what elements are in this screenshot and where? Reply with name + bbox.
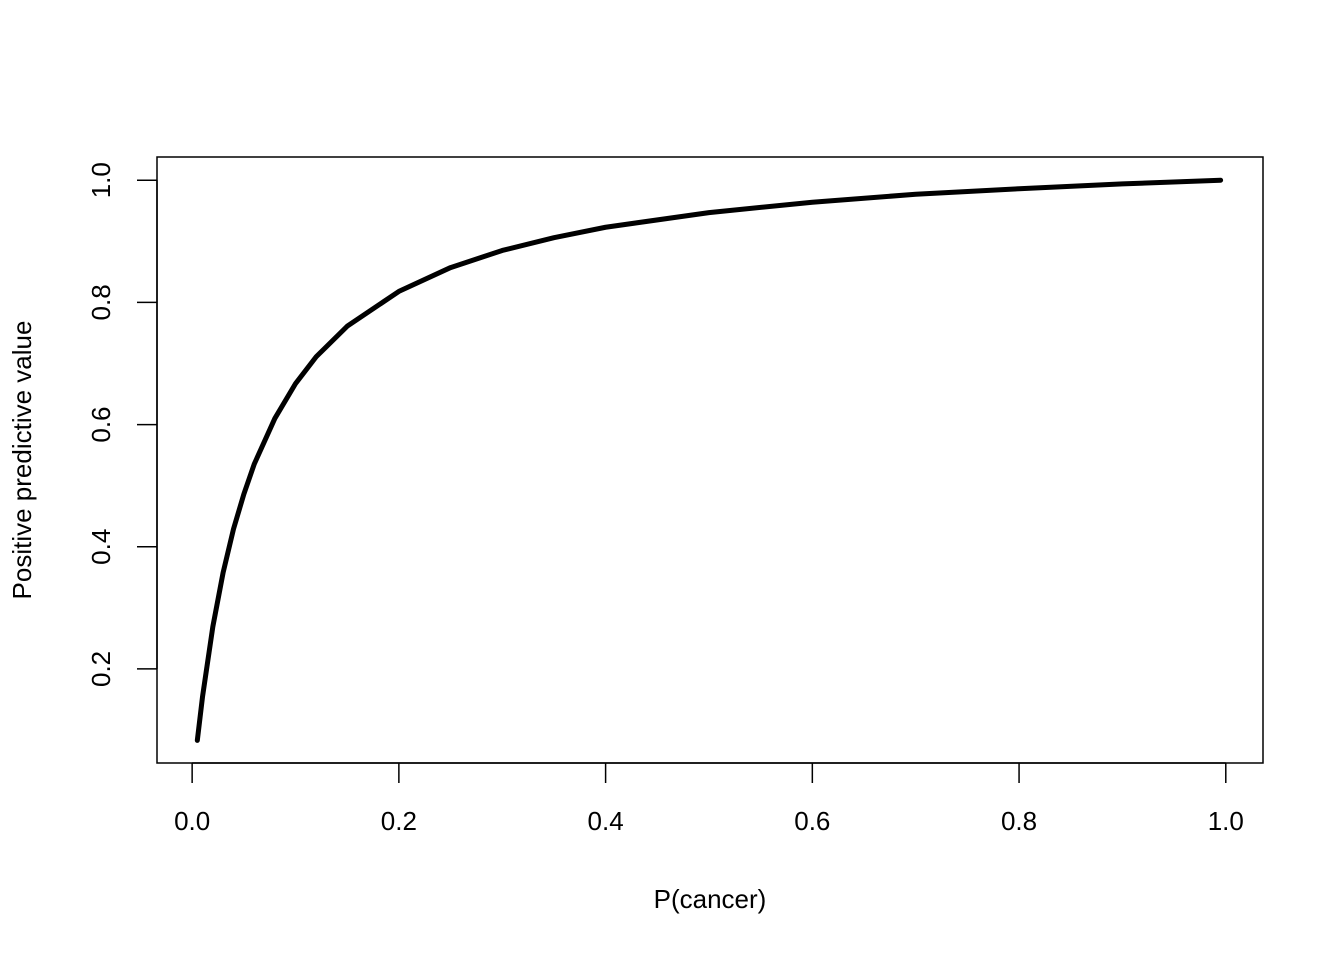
y-tick-label: 1.0 xyxy=(86,162,116,198)
y-axis-label: Positive predictive value xyxy=(7,321,37,600)
x-tick-label: 0.2 xyxy=(381,806,417,836)
y-tick-label: 0.8 xyxy=(86,284,116,320)
x-tick-label: 0.4 xyxy=(588,806,624,836)
x-tick-label: 0.8 xyxy=(1001,806,1037,836)
x-tick-label: 0.6 xyxy=(794,806,830,836)
y-tick-label: 0.4 xyxy=(86,529,116,565)
y-tick-label: 0.6 xyxy=(86,406,116,442)
x-tick-label: 0.0 xyxy=(174,806,210,836)
plot-frame xyxy=(156,156,1264,764)
y-tick-label: 0.2 xyxy=(86,651,116,687)
x-tick-label: 1.0 xyxy=(1208,806,1244,836)
x-axis-label: P(cancer) xyxy=(654,884,767,914)
data-line xyxy=(194,177,1224,743)
